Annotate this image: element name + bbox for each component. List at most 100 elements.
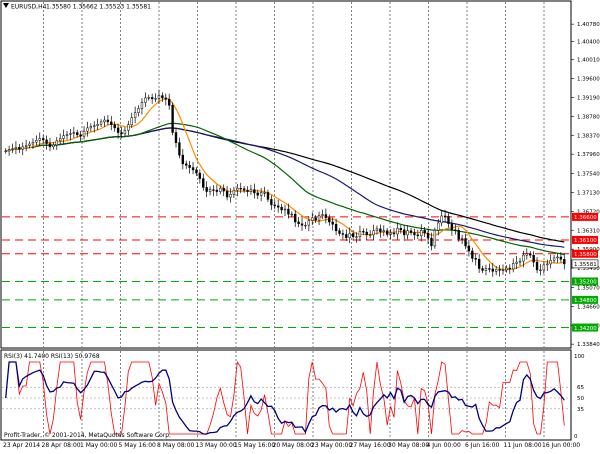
bar-body bbox=[512, 263, 515, 270]
bar-body bbox=[437, 222, 440, 231]
time-label: 15 May 16:00 bbox=[234, 442, 275, 449]
bar-body bbox=[11, 148, 14, 150]
rsi-lines bbox=[5, 360, 565, 435]
price-tick-label: 1.39190 bbox=[577, 95, 600, 101]
bar-body bbox=[161, 95, 164, 99]
price-tick-label: 1.35490 bbox=[577, 266, 600, 272]
bar-body bbox=[133, 112, 137, 119]
bar-body bbox=[249, 189, 253, 192]
time-label: 13 May 00:00 bbox=[196, 442, 237, 449]
bar-body bbox=[137, 108, 140, 113]
bar-body bbox=[392, 232, 396, 235]
bar-body bbox=[321, 214, 324, 216]
bar-body bbox=[409, 230, 413, 233]
bar-body bbox=[79, 134, 82, 137]
bar-body bbox=[93, 125, 96, 127]
price-tick-label: 1.37960 bbox=[577, 152, 600, 158]
bar-body bbox=[14, 147, 18, 149]
bar-body bbox=[375, 228, 379, 231]
price-tick-label: 1.39600 bbox=[577, 77, 600, 83]
time-label: 23 Apr 2014 bbox=[3, 442, 40, 449]
bar-body bbox=[498, 269, 501, 271]
bar-body bbox=[467, 245, 471, 252]
bar-body bbox=[277, 205, 280, 208]
bar-body bbox=[488, 268, 491, 270]
bar-body bbox=[171, 105, 174, 133]
bar-body bbox=[219, 188, 222, 192]
bar-body bbox=[331, 221, 334, 225]
bar-body bbox=[4, 150, 7, 152]
bar-body bbox=[65, 134, 69, 136]
bar-body bbox=[28, 143, 31, 146]
price-tick-label: 1.40780 bbox=[577, 22, 600, 28]
bar-body bbox=[99, 121, 103, 125]
bar-body bbox=[314, 217, 317, 221]
bar-body bbox=[324, 214, 328, 219]
bar-body bbox=[290, 213, 293, 216]
bar-body bbox=[345, 234, 348, 238]
bar-body bbox=[215, 189, 219, 192]
bar-body bbox=[532, 254, 535, 263]
moving-average-lines bbox=[5, 97, 565, 271]
bar-body bbox=[7, 149, 11, 152]
bar-body bbox=[433, 230, 437, 247]
bar-body bbox=[328, 217, 331, 223]
bar-body bbox=[123, 129, 127, 135]
bar-body bbox=[168, 99, 171, 106]
bar-body bbox=[317, 215, 321, 221]
bar-body bbox=[454, 229, 457, 231]
bar-body bbox=[351, 233, 355, 237]
bar-body bbox=[413, 232, 416, 236]
time-label: 5 May 16:00 bbox=[119, 442, 157, 449]
bar-body bbox=[48, 143, 52, 148]
bar-body bbox=[385, 230, 389, 235]
price-tick-label: 1.33840 bbox=[577, 342, 600, 348]
bar-body bbox=[389, 232, 392, 235]
level-tag bbox=[572, 277, 598, 286]
bar-body bbox=[130, 117, 133, 125]
price-tick-label: 1.38780 bbox=[577, 114, 600, 120]
bar-body bbox=[232, 189, 236, 195]
bar-body bbox=[280, 206, 283, 211]
down-triangle-icon bbox=[3, 3, 9, 8]
ma-orange-line bbox=[5, 97, 565, 271]
bar-body bbox=[443, 215, 447, 218]
bar-body bbox=[212, 189, 215, 191]
rsi-line bbox=[5, 361, 565, 435]
bar-body bbox=[55, 140, 58, 146]
price-tick-label: 1.34660 bbox=[577, 304, 600, 310]
bar-body bbox=[263, 192, 266, 194]
level-label: 1.34800 bbox=[574, 298, 597, 304]
bar-body bbox=[525, 253, 529, 256]
bar-body bbox=[477, 259, 481, 269]
bar-body bbox=[382, 230, 385, 232]
bar-body bbox=[334, 224, 338, 231]
bar-body bbox=[35, 140, 38, 143]
bar-body bbox=[140, 102, 144, 109]
bar-body bbox=[403, 229, 406, 236]
bar-body bbox=[116, 127, 120, 133]
time-axis: 23 Apr 2014 28 Apr 08:00 1 May 00:00 5 May … bbox=[3, 442, 580, 449]
bar-body bbox=[45, 139, 48, 144]
bar-body bbox=[420, 230, 423, 237]
bar-body bbox=[358, 230, 362, 237]
bar-body bbox=[242, 188, 246, 191]
bar-body bbox=[426, 232, 430, 239]
time-label: 30 May 08:00 bbox=[388, 442, 429, 449]
bar-body bbox=[120, 132, 123, 135]
bar-body bbox=[76, 132, 79, 136]
bar-body bbox=[491, 268, 494, 272]
bar-body bbox=[113, 124, 116, 129]
bar-body bbox=[481, 268, 484, 271]
bar-body bbox=[559, 256, 563, 260]
bar-body bbox=[297, 221, 300, 225]
bar-body bbox=[191, 167, 195, 171]
bar-body bbox=[256, 192, 259, 196]
bar-body bbox=[181, 154, 185, 165]
bar-body bbox=[464, 238, 467, 247]
bar-body bbox=[529, 253, 532, 256]
current-price-tag: 1.35581 bbox=[571, 259, 599, 268]
current-price-value: 1.35581 bbox=[574, 262, 597, 268]
